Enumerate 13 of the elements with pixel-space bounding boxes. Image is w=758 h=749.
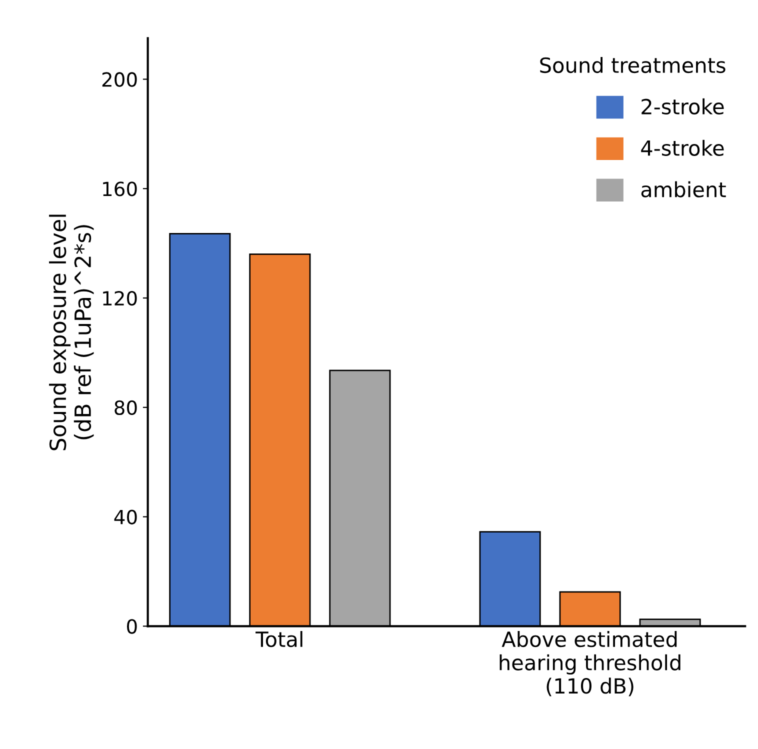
- legend-label: 2-stroke: [642, 98, 724, 114]
- y-tick-label: 0: [127, 619, 137, 634]
- y-tick-label: 40: [114, 510, 137, 524]
- y-tick-label: 200: [102, 72, 137, 87]
- y-tick-label: 120: [103, 290, 137, 306]
- legend-label: ambient: [641, 181, 726, 198]
- y-tick-label: 80: [114, 400, 137, 416]
- legend-title: Sound treatments: [540, 56, 726, 74]
- x-tick-label: Total: [256, 631, 302, 648]
- y-tick-label: 160: [103, 182, 137, 196]
- x-tick-label: Above estimated hearing threshold (110 dB): [500, 631, 680, 696]
- legend-label: 4-stroke: [641, 140, 724, 156]
- y-axis-title: Sound exposure level (dB ref (1uPa)^2*s): [49, 214, 94, 450]
